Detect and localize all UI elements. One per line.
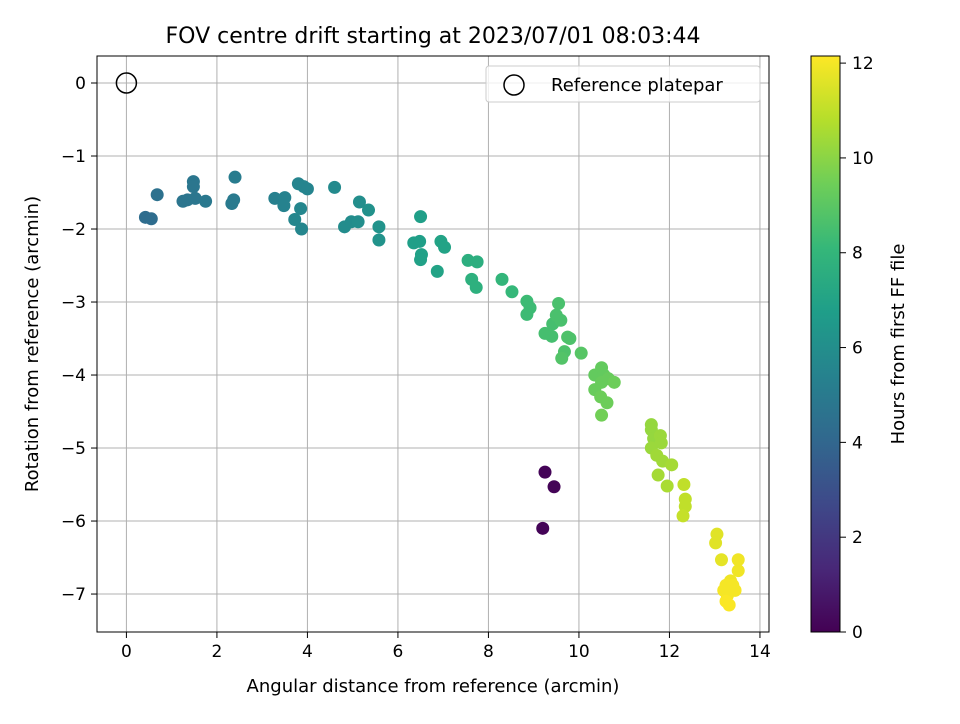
- grid: [97, 56, 769, 632]
- data-point: [414, 210, 428, 224]
- colorbar-tick-label: 2: [852, 528, 863, 548]
- data-point: [144, 212, 158, 226]
- x-tick-label: 6: [393, 642, 404, 662]
- y-tick-label: −5: [61, 439, 86, 459]
- data-point: [722, 598, 736, 612]
- y-tick-label: −4: [61, 366, 86, 386]
- data-point: [199, 194, 213, 208]
- data-point: [288, 213, 302, 227]
- data-point: [228, 170, 242, 184]
- data-point: [555, 351, 569, 365]
- data-point: [413, 234, 427, 248]
- y-axis-ticks: 0 −1 −2 −3 −4 −5 −6 −7: [61, 74, 97, 605]
- y-tick-label: −2: [61, 220, 86, 240]
- data-point: [714, 553, 728, 567]
- data-point: [430, 264, 444, 278]
- data-point: [469, 280, 483, 294]
- y-tick-label: −6: [61, 512, 86, 532]
- colorbar-gradient: [810, 55, 841, 633]
- data-point: [520, 307, 534, 321]
- data-point: [372, 220, 386, 234]
- data-point: [536, 521, 550, 535]
- x-tick-label: 10: [568, 642, 590, 662]
- data-point: [660, 479, 674, 493]
- y-tick-label: −7: [61, 585, 86, 605]
- data-point: [538, 465, 552, 479]
- x-tick-label: 4: [302, 642, 313, 662]
- data-point: [552, 296, 566, 310]
- data-point: [150, 188, 164, 202]
- data-point: [277, 199, 291, 213]
- data-point: [438, 240, 452, 254]
- data-point: [600, 396, 614, 410]
- data-point: [414, 253, 428, 267]
- data-point: [294, 202, 308, 216]
- data-point: [227, 193, 241, 207]
- data-point: [300, 182, 314, 196]
- colorbar-tick-label: 10: [852, 149, 874, 169]
- colorbar-tick-label: 8: [852, 244, 863, 264]
- x-axis-ticks: 0 2 4 6 8 10 12 14: [121, 632, 771, 662]
- x-tick-label: 14: [749, 642, 771, 662]
- data-point: [574, 346, 588, 360]
- y-tick-label: 0: [75, 74, 86, 94]
- reference-point: [115, 72, 138, 94]
- data-point: [268, 191, 282, 205]
- data-point: [495, 272, 509, 286]
- x-tick-label: 12: [659, 642, 681, 662]
- reference-marker: [115, 72, 138, 94]
- y-tick-label: −1: [61, 147, 86, 167]
- data-point: [188, 191, 202, 205]
- data-point: [351, 215, 365, 229]
- data-point: [505, 285, 519, 299]
- data-points: [138, 170, 745, 612]
- data-point: [352, 195, 366, 209]
- data-point: [372, 233, 386, 247]
- colorbar-ticks: 0 2 4 6 8 10 12: [840, 54, 874, 643]
- data-point: [654, 436, 668, 450]
- data-point: [731, 564, 745, 578]
- data-point: [709, 536, 723, 550]
- plot-frame: [96, 55, 770, 633]
- data-point: [554, 313, 568, 327]
- legend-marker-icon: [503, 74, 525, 96]
- data-point: [362, 203, 376, 217]
- colorbar-tick-label: 12: [852, 54, 874, 74]
- data-point: [545, 329, 559, 343]
- data-point: [328, 180, 342, 194]
- data-point: [563, 332, 577, 346]
- data-point: [595, 408, 609, 422]
- data-point: [607, 375, 621, 389]
- x-tick-label: 0: [121, 642, 132, 662]
- data-point: [547, 480, 561, 494]
- x-tick-label: 2: [212, 642, 223, 662]
- colorbar: 0 2 4 6 8 10 12 Hours from first FF file: [810, 54, 909, 643]
- data-point: [676, 509, 690, 523]
- data-point: [677, 478, 691, 492]
- data-point: [651, 468, 665, 482]
- data-point: [470, 255, 484, 269]
- data-point: [665, 458, 679, 472]
- y-axis-label: Rotation from reference (arcmin): [22, 196, 43, 492]
- x-tick-label: 8: [483, 642, 494, 662]
- data-point: [295, 222, 309, 236]
- colorbar-tick-label: 6: [852, 339, 863, 359]
- legend: Reference platepar: [485, 65, 761, 103]
- colorbar-tick-label: 0: [852, 623, 863, 643]
- chart-title: FOV centre drift starting at 2023/07/01 …: [166, 24, 701, 49]
- x-axis-label: Angular distance from reference (arcmin): [247, 676, 620, 697]
- data-point: [731, 553, 745, 567]
- colorbar-tick-label: 4: [852, 433, 863, 453]
- y-tick-label: −3: [61, 293, 86, 313]
- data-point: [186, 180, 200, 194]
- legend-box: [485, 65, 761, 103]
- colorbar-label: Hours from first FF file: [888, 244, 909, 445]
- legend-label: Reference platepar: [551, 75, 723, 96]
